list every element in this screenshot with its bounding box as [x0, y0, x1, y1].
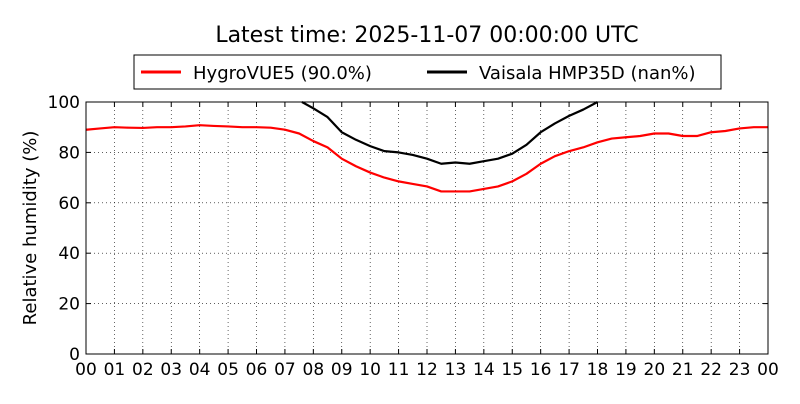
legend-label-vaisala: Vaisala HMP35D (nan%): [479, 63, 696, 84]
y-tick-label: 100: [48, 93, 80, 113]
x-tick-label: 10: [359, 360, 381, 380]
x-tick-label: 22: [700, 360, 722, 380]
series-line-hygrovue5: [85, 124, 768, 193]
x-tick-label: 04: [189, 360, 211, 380]
y-tick-label: 60: [58, 194, 80, 214]
x-tick-label: 23: [729, 360, 751, 380]
x-tick-label: 13: [445, 360, 467, 380]
y-tick-label: 80: [58, 143, 80, 163]
x-tick-label: 03: [160, 360, 182, 380]
x-tick-label: 17: [558, 360, 580, 380]
y-tick-label: 20: [58, 295, 80, 315]
plot-frame: [85, 101, 769, 355]
y-axis-label: Relative humidity (%): [20, 131, 41, 326]
x-tick-label: 05: [217, 360, 239, 380]
series-layer: [85, 101, 768, 193]
x-tick-label: 09: [331, 360, 353, 380]
legend: HygroVUE5 (90.0%) Vaisala HMP35D (nan%): [133, 54, 722, 90]
x-tick-label: 14: [473, 360, 495, 380]
x-tick-label: 00: [757, 360, 779, 380]
chart-title: Latest time: 2025-11-07 00:00:00 UTC: [215, 23, 638, 48]
grid: [86, 102, 768, 354]
x-tick-label: 11: [388, 360, 410, 380]
x-tick-label: 18: [587, 360, 609, 380]
x-tick-label: 07: [274, 360, 296, 380]
x-tick-label: 00: [75, 360, 97, 380]
x-tick-label: 06: [246, 360, 268, 380]
x-tick-label: 01: [104, 360, 126, 380]
x-tick-label: 02: [132, 360, 154, 380]
x-tick-label: 20: [644, 360, 666, 380]
legend-label-hygrovue5: HygroVUE5 (90.0%): [193, 63, 372, 84]
x-tick-label: 12: [416, 360, 438, 380]
x-tick-label: 19: [615, 360, 637, 380]
x-tick-label: 21: [672, 360, 694, 380]
x-tick-label: 15: [501, 360, 523, 380]
x-tick-label: 08: [303, 360, 325, 380]
ticks: 00 01 02 03 04 05 06 07 08 09 10 11 12 13 14 15 16 17 18 19…: [48, 93, 779, 380]
y-tick-label: 0: [69, 345, 80, 365]
y-tick-label: 40: [58, 244, 80, 264]
x-tick-label: 16: [530, 360, 552, 380]
series-line-vaisala: [301, 101, 599, 165]
